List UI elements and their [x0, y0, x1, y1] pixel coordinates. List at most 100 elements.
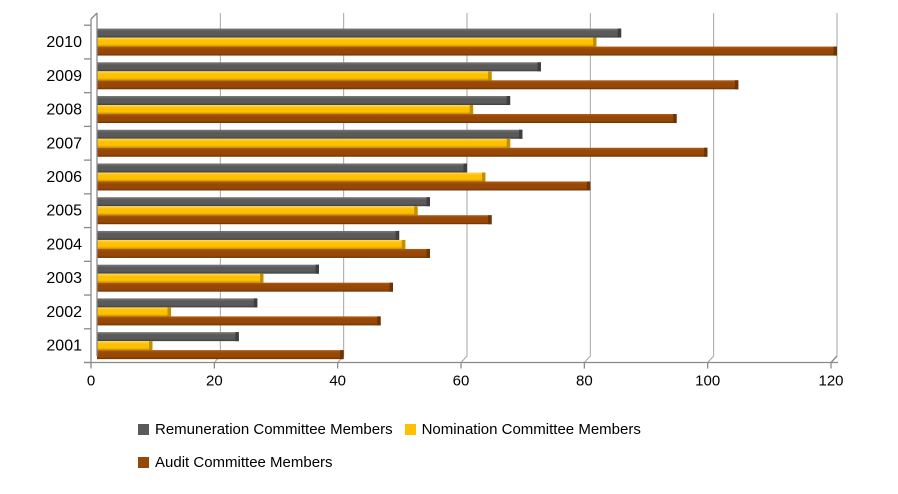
y-axis-label-2007: 2007	[46, 135, 82, 152]
bar-remuneration-2002	[97, 298, 258, 308]
bar-cap-audit-2007	[704, 147, 708, 157]
y-axis-top-depth	[90, 12, 98, 20]
gridline-foot-100	[707, 355, 715, 363]
bar-cap-remuneration-2008	[506, 96, 511, 106]
chart-legend: Remuneration Committee Members Nominatio…	[138, 421, 653, 487]
bar-audit-2007	[97, 147, 708, 157]
bar-cap-audit-2002	[377, 316, 381, 326]
bar-nomination-2007	[97, 138, 511, 148]
legend-item-audit: Audit Committee Members	[138, 454, 333, 471]
y-axis-label-2002: 2002	[46, 304, 82, 321]
bar-nomination-2009	[97, 71, 492, 81]
bar-cap-remuneration-2007	[519, 129, 523, 139]
bar-remuneration-2004	[97, 230, 400, 240]
x-axis-right-depth	[830, 355, 838, 363]
bar-nomination-2003	[97, 273, 264, 283]
bar-cap-audit-2010	[833, 46, 837, 56]
bar-cap-nomination-2008	[469, 105, 474, 115]
y-axis-label-2009: 2009	[46, 68, 82, 85]
x-axis-label-40: 40	[329, 373, 346, 390]
y-axis-label-2008: 2008	[46, 102, 82, 119]
y-axis-label-2006: 2006	[46, 169, 82, 186]
x-axis-label-0: 0	[87, 373, 95, 390]
bar-cap-remuneration-2001	[235, 332, 239, 342]
legend-swatch-remuneration-icon	[138, 424, 149, 435]
bar-audit-2004	[97, 248, 430, 258]
y-axis-labels: 2010 2009 2008 2007 2006 2005 2004 2003 2002 2001	[46, 34, 82, 355]
legend-row-1: Remuneration Committee Members Nominatio…	[138, 421, 653, 438]
legend-row-2: Audit Committee Members	[138, 454, 653, 471]
x-axis-label-120: 120	[818, 373, 843, 390]
x-axis-label-60: 60	[453, 373, 470, 390]
bar-cap-remuneration-2005	[426, 197, 430, 207]
bar-cap-nomination-2005	[414, 206, 418, 216]
bar-remuneration-2009	[97, 62, 541, 72]
y-axis-label-2010: 2010	[46, 34, 82, 51]
bar-cap-audit-2008	[673, 114, 677, 124]
bar-cap-nomination-2003	[260, 273, 264, 283]
bar-cap-remuneration-2006	[463, 163, 467, 173]
bar-chart-canvas: 2010200920082007200620052004200320022001…	[46, 12, 844, 390]
x-axis-label-20: 20	[206, 373, 223, 390]
bar-cap-nomination-2006	[482, 172, 486, 182]
y-axis-label-2001: 2001	[46, 338, 82, 355]
legend-label-audit: Audit Committee Members	[155, 454, 333, 471]
axes	[84, 12, 838, 364]
legend-swatch-audit-icon	[138, 457, 149, 468]
bar-cap-audit-2005	[488, 215, 492, 225]
legend-label-remuneration: Remuneration Committee Members	[155, 421, 393, 438]
y-axis-label-2005: 2005	[46, 203, 82, 220]
bars	[97, 28, 837, 360]
bar-cap-nomination-2004	[401, 239, 406, 249]
bar-audit-2005	[97, 215, 492, 225]
y-axis-label-2003: 2003	[46, 270, 82, 287]
bar-cap-remuneration-2010	[617, 28, 622, 38]
bar-cap-nomination-2010	[593, 37, 597, 47]
bar-cap-audit-2009	[734, 80, 739, 90]
bar-cap-remuneration-2003	[315, 264, 319, 274]
x-axis-label-80: 80	[576, 373, 593, 390]
legend-item-nomination: Nomination Committee Members	[404, 421, 641, 438]
bar-nomination-2006	[97, 172, 486, 182]
bar-cap-audit-2006	[586, 181, 591, 191]
gridline-foot-60	[460, 355, 468, 363]
legend-label-nomination: Nomination Committee Members	[421, 421, 641, 438]
bar-audit-2003	[97, 282, 393, 292]
bar-audit-2006	[97, 181, 591, 191]
bar-remuneration-2010	[97, 28, 622, 38]
bar-audit-2002	[97, 316, 381, 326]
bar-remuneration-2008	[97, 96, 511, 106]
bar-nomination-2002	[97, 307, 171, 317]
bar-cap-audit-2004	[426, 248, 430, 258]
bar-nomination-2010	[97, 37, 597, 47]
bar-audit-2001	[97, 350, 344, 360]
bar-remuneration-2003	[97, 264, 319, 274]
bar-remuneration-2001	[97, 332, 239, 342]
bar-cap-nomination-2001	[149, 341, 153, 351]
bar-cap-remuneration-2004	[395, 230, 400, 240]
x-axis-labels: 0 20 40 60 80 100 120	[87, 373, 844, 390]
bar-nomination-2004	[97, 239, 406, 249]
bar-cap-nomination-2002	[167, 307, 171, 317]
y-axis-label-2004: 2004	[46, 236, 82, 253]
bar-audit-2009	[97, 80, 739, 90]
bar-cap-audit-2001	[340, 350, 344, 360]
bar-cap-nomination-2007	[506, 138, 511, 148]
bar-nomination-2005	[97, 206, 418, 216]
x-axis-label-100: 100	[695, 373, 720, 390]
bar-cap-remuneration-2002	[253, 298, 258, 308]
legend-item-remuneration: Remuneration Committee Members	[138, 421, 393, 438]
bar-remuneration-2006	[97, 163, 467, 173]
bar-cap-nomination-2009	[488, 71, 492, 81]
bar-cap-audit-2003	[389, 282, 393, 292]
bar-audit-2008	[97, 114, 677, 124]
bar-cap-remuneration-2009	[537, 62, 541, 72]
gridline-foot-80	[583, 355, 591, 363]
bar-nomination-2008	[97, 105, 474, 115]
legend-swatch-nomination-icon	[404, 424, 416, 435]
bar-remuneration-2007	[97, 129, 523, 139]
bar-nomination-2001	[97, 341, 153, 351]
bar-audit-2010	[97, 46, 837, 56]
bar-remuneration-2005	[97, 197, 430, 207]
